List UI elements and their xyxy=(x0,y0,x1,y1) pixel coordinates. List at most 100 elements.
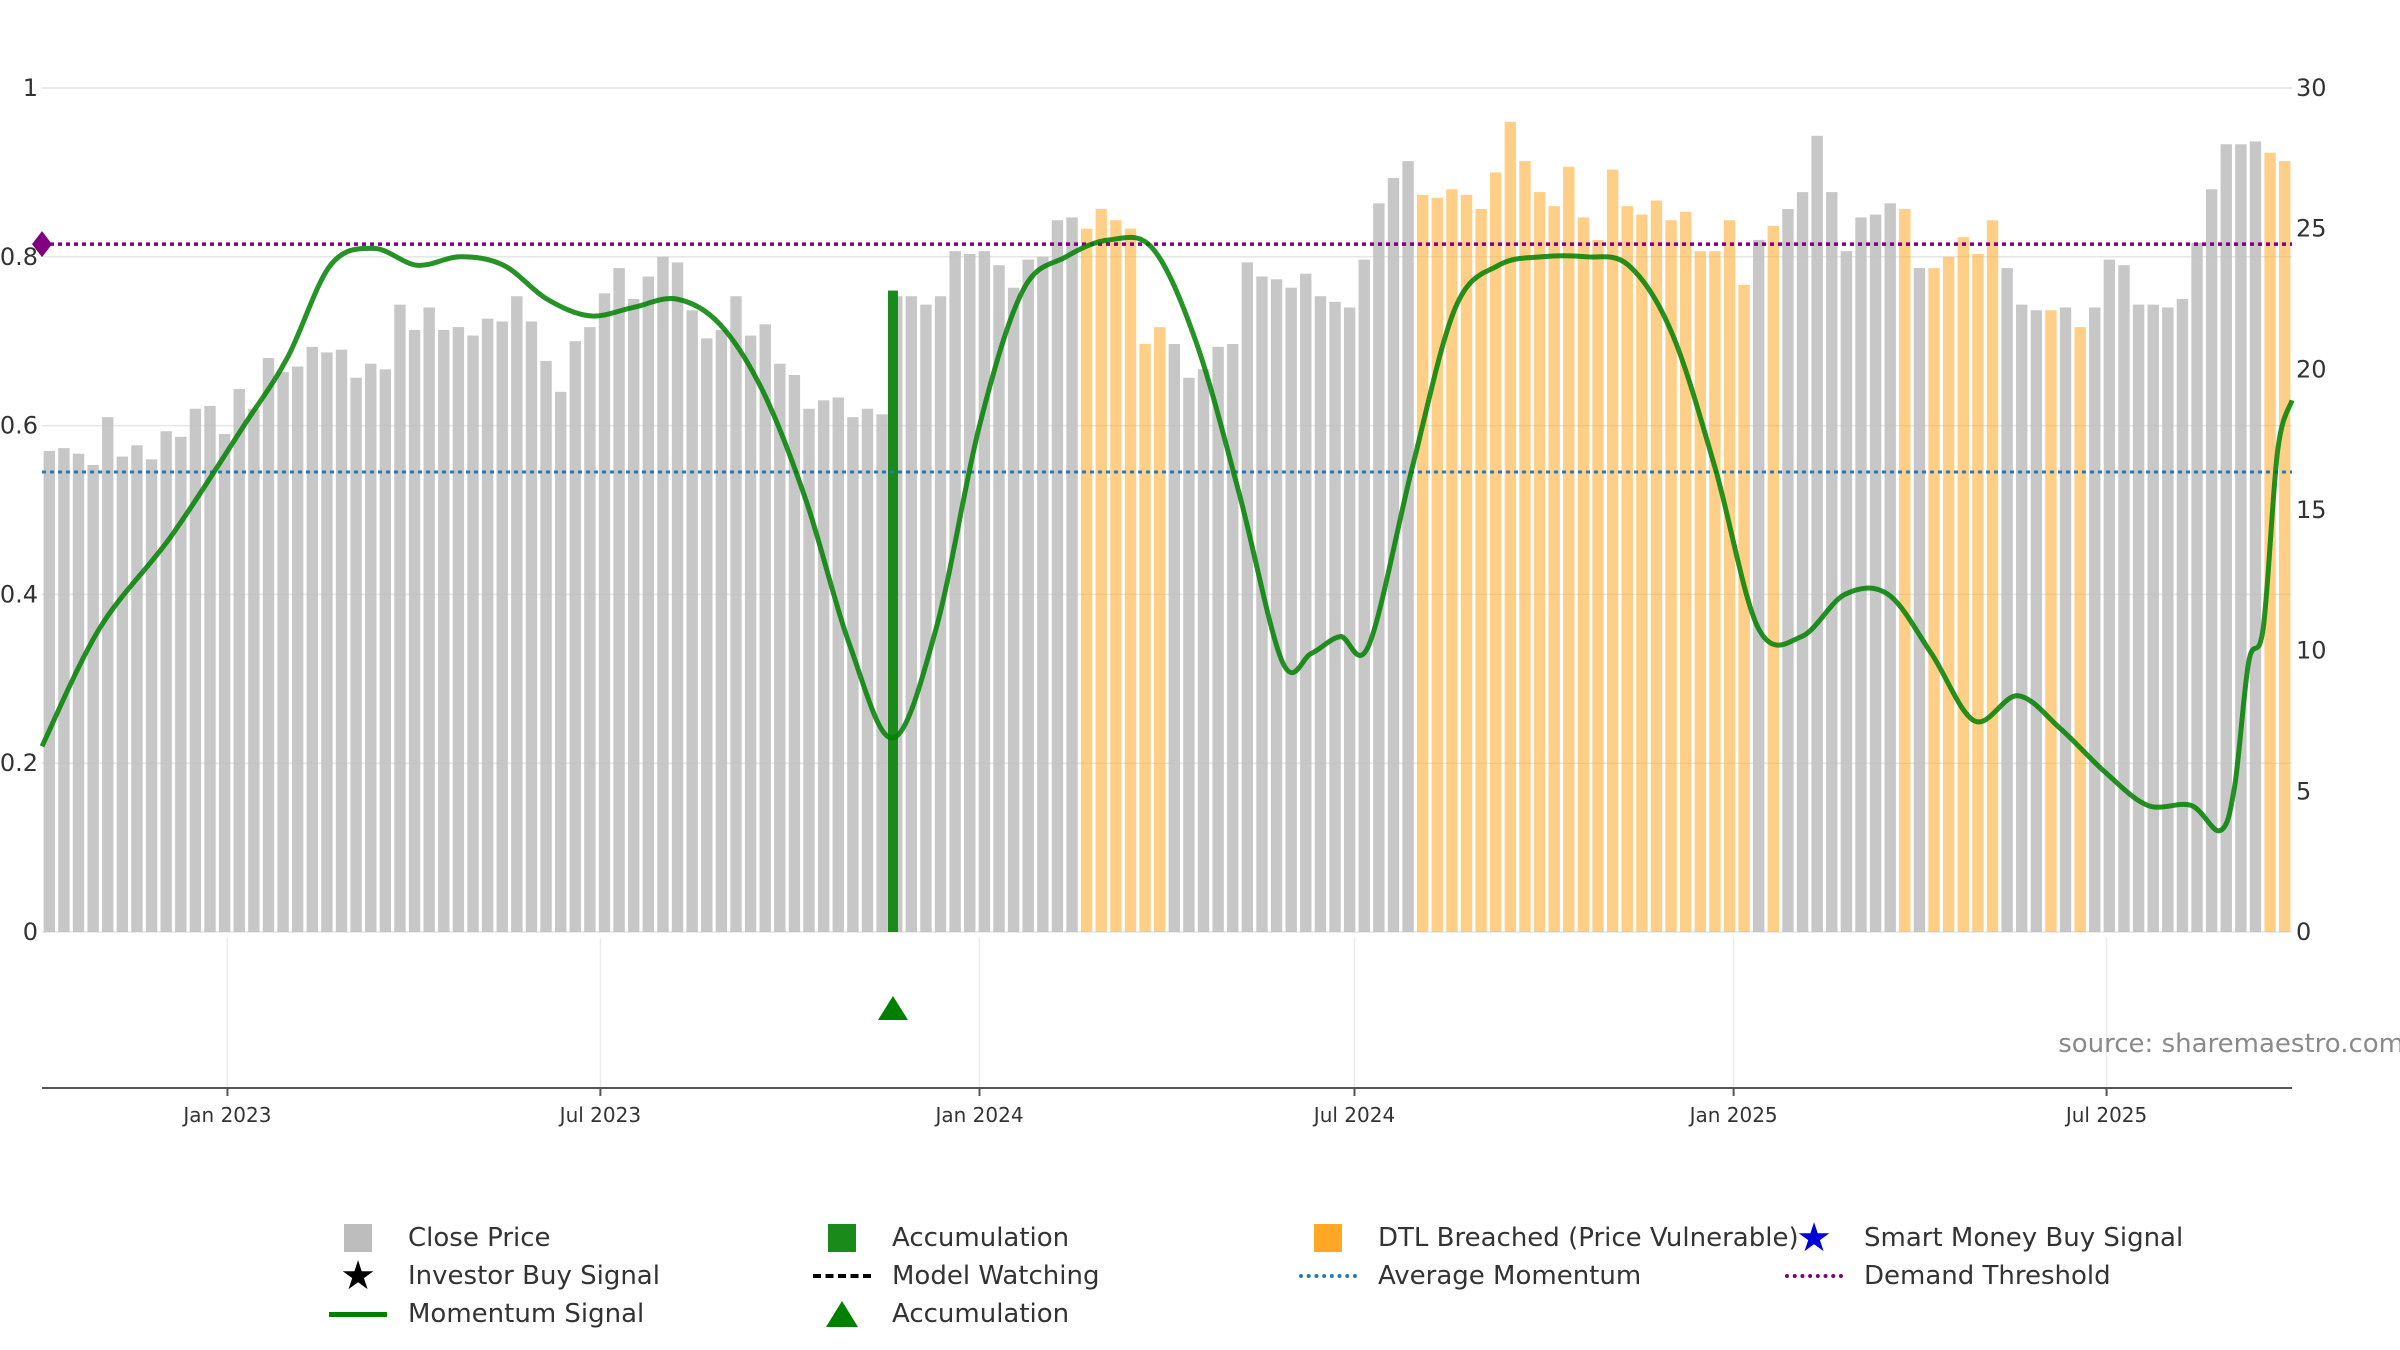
close-price-bar xyxy=(1986,220,1999,932)
green-line-icon xyxy=(326,1296,390,1332)
close-price-bar xyxy=(116,456,129,932)
left-tick-label: 0.8 xyxy=(0,243,38,271)
close-price-bar xyxy=(1402,161,1414,932)
signal-markers xyxy=(877,996,908,1020)
source-label: source: sharemaestro.com xyxy=(2058,1029,2400,1059)
left-tick-label: 0.2 xyxy=(0,749,38,777)
close-price-bar xyxy=(1212,346,1224,932)
close-price-bar xyxy=(43,450,56,932)
close-price-bar xyxy=(1095,208,1107,932)
close-price-bar xyxy=(87,464,99,932)
close-price-bar xyxy=(1519,161,1531,932)
close-price-bar xyxy=(554,391,567,933)
close-price-bar xyxy=(1606,169,1619,932)
close-price-bar xyxy=(1753,239,1765,933)
close-price-bar xyxy=(657,256,669,932)
momentum-signal-line xyxy=(39,234,2295,834)
close-price-bar xyxy=(1563,166,1575,933)
close-price-bar xyxy=(1533,192,1546,933)
legend-item-accumulation-signal: Accumulation xyxy=(810,1296,1069,1332)
accumulation-bar xyxy=(887,290,898,932)
legend-label: Investor Buy Signal xyxy=(408,1261,660,1291)
close-price-bar xyxy=(1124,228,1137,932)
close-price-bar xyxy=(949,251,961,932)
close-price-bar xyxy=(540,360,552,933)
close-price-bar xyxy=(774,363,786,932)
close-price-bar xyxy=(1826,192,1838,933)
close-price-bar xyxy=(1942,256,1955,932)
legend-label: Demand Threshold xyxy=(1864,1261,2111,1291)
close-price-bar xyxy=(58,448,70,932)
legend-item-close-price: Close Price xyxy=(326,1220,551,1256)
close-price-bar xyxy=(365,363,377,932)
close-price-bar xyxy=(759,324,771,932)
momentum-signal xyxy=(39,234,2295,834)
green-square-icon xyxy=(810,1220,874,1256)
close-price-bar xyxy=(1431,197,1443,933)
legend-item-dtl-breached: DTL Breached (Price Vulnerable) xyxy=(1296,1220,1799,1256)
close-price-bar xyxy=(131,445,143,932)
close-price-bar xyxy=(1475,208,1487,932)
close-price-bar xyxy=(72,453,85,932)
grey-square-icon xyxy=(326,1220,390,1256)
close-price-bar xyxy=(1709,251,1721,932)
black-star-icon: ★ xyxy=(340,1253,376,1299)
close-price-bar xyxy=(1490,172,1502,932)
x-tick-label: Jan 2024 xyxy=(933,1103,1023,1127)
close-price-bar xyxy=(248,408,260,933)
close-price-bar xyxy=(1665,220,1677,932)
close-price-bar xyxy=(1022,259,1034,932)
right-tick-label: 25 xyxy=(2296,215,2327,243)
legend-label: Close Price xyxy=(408,1223,551,1253)
legend-item-smart-money: ★ Smart Money Buy Signal xyxy=(1782,1218,2183,1258)
legend-item-momentum-signal: Momentum Signal xyxy=(326,1296,644,1332)
legend-label: Accumulation xyxy=(892,1223,1070,1253)
black-dash-line-icon xyxy=(810,1258,874,1294)
close-price-bar xyxy=(511,296,523,933)
close-price-bar xyxy=(1621,206,1633,932)
close-price-bar xyxy=(408,329,421,932)
close-price-bar xyxy=(1358,259,1370,932)
legend-item-investor-buy: ★ Investor Buy Signal xyxy=(326,1253,660,1299)
close-price-bar xyxy=(964,253,976,932)
purple-dotted-line-icon xyxy=(1782,1258,1846,1294)
right-tick-label: 5 xyxy=(2296,777,2311,805)
close-price-bar xyxy=(2147,304,2159,932)
right-tick-label: 10 xyxy=(2296,637,2327,665)
close-price-bar xyxy=(1957,237,1969,932)
axes: Jan 2023 Jul 2023 Jan 2024 Jul 2024 Jan 2025… xyxy=(0,74,2327,1127)
close-price-bar xyxy=(1504,121,1517,932)
close-price-bar xyxy=(686,310,698,933)
right-tick-label: 20 xyxy=(2296,355,2327,383)
close-price-bar xyxy=(1738,284,1750,932)
x-tick-label: Jul 2023 xyxy=(558,1103,641,1127)
close-price-bar xyxy=(817,400,830,932)
close-price-bar xyxy=(262,358,275,933)
close-price-bar xyxy=(788,374,801,933)
close-price-bar xyxy=(1373,203,1385,932)
close-price-bar xyxy=(1037,256,1049,932)
close-price-bar xyxy=(584,327,596,933)
close-price-bar xyxy=(598,293,611,933)
close-price-bar xyxy=(1300,273,1312,932)
close-price-bar xyxy=(467,335,479,932)
close-price-bar xyxy=(1913,268,1926,932)
close-price-bar xyxy=(803,408,815,933)
close-price-bar xyxy=(335,349,348,932)
close-price-bar xyxy=(905,296,918,933)
close-price-bar xyxy=(1314,296,1327,933)
left-tick-label: 0.4 xyxy=(0,580,38,608)
close-price-bar xyxy=(1869,214,1882,933)
close-price-bar xyxy=(1855,217,1867,932)
close-price-bar xyxy=(628,299,640,932)
close-price-bar xyxy=(2030,310,2043,933)
close-price-bar xyxy=(1899,208,1911,932)
close-price-bar xyxy=(2016,304,2028,932)
close-price-bar xyxy=(1650,200,1663,933)
close-price-bar xyxy=(102,417,114,932)
close-price-bar xyxy=(1227,344,1239,933)
green-triangle-icon xyxy=(810,1296,874,1332)
close-price-bar xyxy=(744,335,757,932)
left-tick-label: 1 xyxy=(23,74,38,102)
close-price-bar xyxy=(1241,262,1254,933)
